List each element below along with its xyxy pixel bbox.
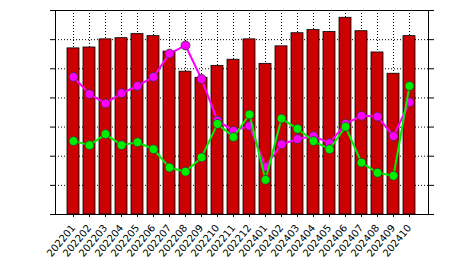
svg-text:202211: 202211 — [204, 222, 238, 259]
svg-text:202212: 202212 — [220, 222, 254, 259]
svg-text:202404: 202404 — [284, 222, 318, 259]
svg-text:202402: 202402 — [252, 222, 286, 259]
svg-text:202209: 202209 — [172, 222, 206, 259]
svg-text:202205: 202205 — [108, 222, 142, 259]
svg-text:202410: 202410 — [381, 222, 414, 258]
svg-text:202408: 202408 — [348, 222, 382, 259]
svg-text:202409: 202409 — [364, 222, 398, 259]
svg-text:202204: 202204 — [92, 222, 126, 259]
svg-text:202203: 202203 — [76, 222, 110, 259]
svg-text:202405: 202405 — [300, 222, 334, 259]
svg-text:202210: 202210 — [188, 222, 222, 259]
svg-text:202406: 202406 — [316, 222, 350, 259]
svg-text:202201: 202201 — [44, 222, 78, 259]
svg-text:202401: 202401 — [236, 222, 270, 259]
svg-text:202207: 202207 — [140, 222, 174, 259]
svg-text:202202: 202202 — [60, 222, 94, 259]
svg-text:202206: 202206 — [124, 222, 158, 259]
svg-text:202407: 202407 — [332, 222, 366, 259]
svg-text:202208: 202208 — [156, 222, 190, 259]
svg-text:202403: 202403 — [268, 222, 302, 259]
